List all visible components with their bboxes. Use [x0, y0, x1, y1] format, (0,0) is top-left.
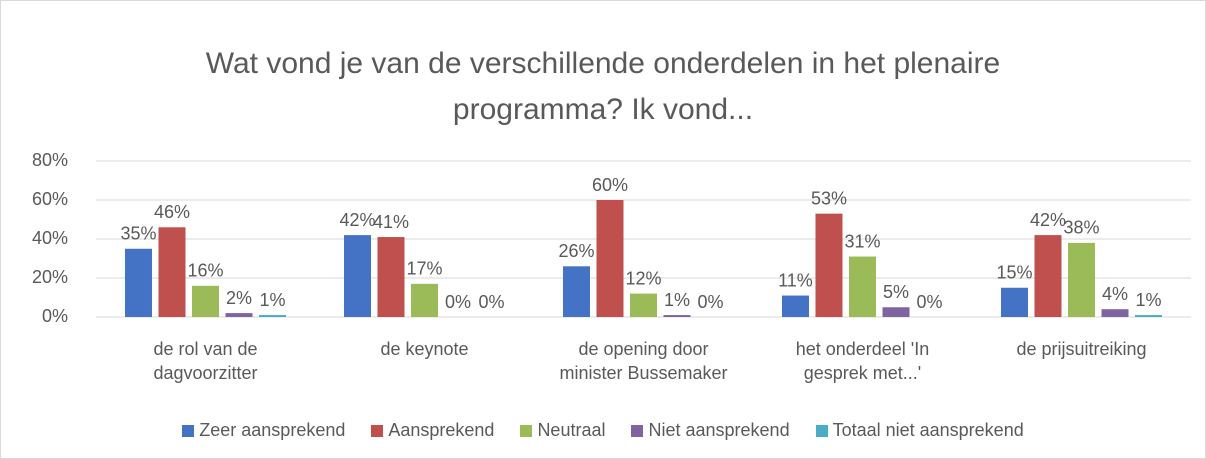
value-label: 1%: [664, 290, 690, 310]
bar: [158, 227, 186, 317]
bar: [192, 285, 219, 317]
value-label: 0%: [445, 292, 471, 312]
x-tick-label: het onderdeel 'In gesprek met...': [795, 339, 930, 383]
value-label: 12%: [625, 268, 661, 288]
chart-title: Wat vond je van de verschillende onderde…: [205, 47, 1001, 126]
bar: [562, 266, 590, 317]
value-label: 11%: [778, 270, 813, 290]
legend-swatch: [815, 424, 828, 437]
legend-swatch: [631, 424, 644, 437]
value-label: 1%: [260, 290, 286, 310]
value-label: 46%: [154, 202, 190, 222]
bar: [663, 315, 691, 317]
value-label: 38%: [1063, 218, 1099, 238]
bar: [1101, 309, 1129, 317]
value-label: 41%: [373, 212, 409, 232]
value-label: 31%: [844, 231, 880, 251]
x-tick-label: de rol van de dagvoorzitter: [153, 339, 258, 383]
bar: [781, 295, 809, 317]
value-label: 0%: [698, 292, 724, 312]
legend-item: Neutraal: [520, 420, 605, 441]
value-label: 5%: [883, 282, 909, 302]
bar: [1000, 287, 1028, 317]
legend-swatch: [371, 424, 384, 437]
legend-item: Zeer aansprekend: [182, 420, 345, 441]
bar: [815, 213, 843, 317]
legend: Zeer aansprekend Aansprekend Neutraal Niet …: [1, 420, 1205, 441]
value-label: 0%: [479, 292, 505, 312]
value-label: 17%: [406, 259, 442, 279]
value-label: 26%: [558, 241, 594, 261]
bar: [1135, 315, 1163, 317]
y-tick-label: 0%: [42, 306, 68, 326]
y-tick-label: 40%: [32, 228, 68, 248]
legend-label: Aansprekend: [388, 420, 495, 440]
y-tick-label: 80%: [32, 150, 68, 170]
bar: [124, 248, 152, 317]
bar: [377, 237, 405, 317]
bar: [343, 235, 371, 317]
value-label: 1%: [1136, 290, 1162, 310]
value-label: 0%: [917, 292, 943, 312]
x-tick-label: de keynote: [380, 339, 469, 359]
bar: [630, 293, 657, 317]
bar: [411, 283, 438, 317]
value-label: 35%: [120, 224, 156, 244]
legend-swatch: [520, 424, 533, 437]
bar: [1068, 242, 1095, 317]
value-label: 53%: [811, 188, 847, 208]
y-tick-label: 60%: [32, 189, 68, 209]
bar: [259, 315, 287, 317]
value-label: 42%: [339, 210, 375, 230]
legend-item: Totaal niet aansprekend: [815, 420, 1024, 441]
legend-label: Neutraal: [537, 420, 606, 440]
bar: [225, 313, 253, 317]
legend-label: Niet aansprekend: [648, 420, 790, 440]
bar: [596, 200, 624, 317]
bar: [849, 256, 876, 317]
bar: [1034, 235, 1062, 317]
value-label: 2%: [226, 288, 252, 308]
value-label: 60%: [592, 175, 628, 195]
legend-swatch: [182, 424, 195, 437]
legend-label: Totaal niet aansprekend: [832, 420, 1024, 440]
bar: [882, 307, 910, 317]
x-tick-label: de prijsuitreiking: [1016, 339, 1147, 359]
legend-label: Zeer aansprekend: [199, 420, 346, 440]
y-tick-label: 20%: [32, 267, 68, 287]
value-label: 15%: [996, 263, 1032, 283]
legend-item: Niet aansprekend: [631, 420, 790, 441]
legend-item: Aansprekend: [371, 420, 494, 441]
x-tick-label: de opening door minister Bussemaker: [559, 339, 728, 383]
value-label: 42%: [1030, 210, 1066, 230]
value-label: 4%: [1102, 284, 1128, 304]
value-label: 16%: [187, 261, 223, 281]
